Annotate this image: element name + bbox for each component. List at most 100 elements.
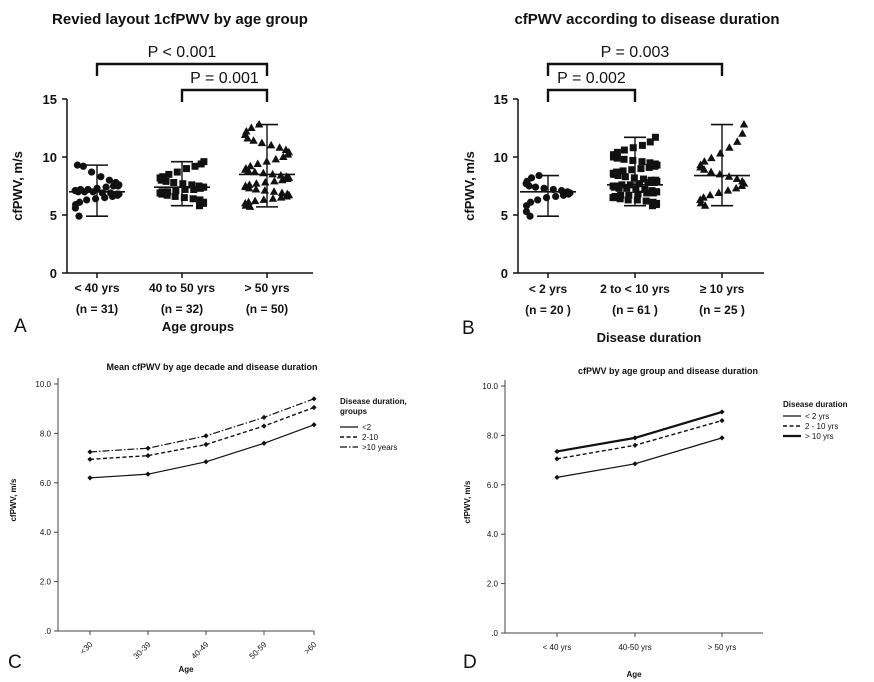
data-point-triangle [716, 149, 725, 157]
panel-d: cfPWV by age group and disease duration D… [463, 366, 848, 679]
data-point-square [183, 165, 191, 173]
x-axis-label: Age [626, 670, 642, 679]
series-line [556, 437, 723, 478]
y-tick-label: 15 [43, 92, 57, 107]
data-point-triangle [705, 190, 715, 199]
y-tick-label: 0 [50, 266, 57, 281]
data-point-square [158, 188, 166, 196]
data-point-circle [75, 198, 84, 206]
data-point-triangle [260, 186, 270, 194]
significance-bracket [546, 62, 724, 76]
group-count-label: (n = 32) [161, 302, 203, 316]
y-tick-label: 10.0 [35, 380, 51, 389]
data-point-triangle [270, 176, 279, 185]
data-point-square [633, 196, 641, 204]
data-point-circle [558, 187, 566, 195]
data-point-diamond [311, 404, 317, 411]
series-line [89, 406, 315, 461]
group-count-label: (n = 50) [246, 302, 288, 316]
data-point-diamond [87, 456, 93, 462]
y-axis-label: cfPWV, m/s [9, 478, 18, 521]
data-point-square [646, 159, 654, 167]
x-axis-label: Disease duration [597, 330, 702, 345]
data-point-triangle [250, 167, 259, 176]
y-tick-label: 2.0 [487, 580, 499, 589]
data-point-square [611, 192, 619, 200]
data-point-square [651, 133, 659, 141]
data-point-diamond [261, 414, 267, 420]
data-point-square [191, 162, 199, 170]
data-point-square [639, 175, 647, 183]
data-point-diamond [632, 461, 638, 467]
y-tick-label: .0 [491, 629, 498, 638]
y-tick-label: 15 [494, 92, 508, 107]
legend-title: Disease duration, [340, 397, 407, 406]
x-tick-label: 30-39 [132, 640, 153, 661]
series-line [556, 419, 723, 460]
panel-title: Revied layout 1cfPWV by age group [52, 11, 308, 28]
y-tick-label: 10.0 [482, 382, 498, 391]
data-point-square [617, 191, 625, 199]
data-point-square [638, 158, 646, 166]
data-point-square [170, 179, 178, 187]
data-point-circle [87, 168, 96, 176]
p-value-label: P = 0.003 [601, 44, 670, 61]
x-tick-label: > 50 yrs [244, 281, 289, 295]
data-point-triangle [247, 123, 256, 131]
data-point-square [172, 187, 180, 195]
legend-label: <2 [362, 423, 372, 432]
data-point-square [189, 195, 197, 203]
y-tick-label: 6.0 [487, 481, 499, 490]
x-tick-label: 40-50 yrs [618, 643, 651, 652]
x-tick-label: 40 to 50 yrs [149, 281, 215, 295]
data-point-circle [542, 194, 551, 202]
data-point-circle [105, 176, 114, 184]
data-point-square [629, 156, 637, 164]
data-point-square [196, 196, 204, 204]
data-point-triangle [706, 167, 716, 176]
data-point-circle [552, 192, 560, 201]
data-point-circle [83, 196, 91, 204]
data-point-triangle [699, 193, 708, 201]
data-point-square [638, 141, 646, 149]
data-point-square [651, 160, 659, 168]
data-point-triangle [242, 126, 251, 135]
data-point-circle [102, 183, 110, 191]
y-tick-label: 4.0 [487, 530, 499, 539]
data-point-square [613, 154, 621, 162]
data-point-square [171, 192, 179, 200]
legend-label: 2 - 10 yrs [805, 422, 838, 431]
data-point-triangle [707, 153, 716, 162]
data-point-square [173, 168, 181, 176]
legend-label: < 2 yrs [805, 412, 829, 421]
data-point-square [164, 188, 172, 196]
y-axis-label: cfPWV, m/s [10, 151, 25, 221]
data-point-square [634, 190, 642, 198]
data-point-diamond [145, 445, 151, 451]
data-point-square [179, 180, 187, 188]
data-point-triangle [251, 184, 261, 193]
data-point-triangle [733, 137, 742, 145]
data-point-square [646, 138, 654, 146]
legend-label: > 10 yrs [805, 432, 834, 441]
data-point-triangle [738, 129, 747, 137]
p-value-label: P = 0.001 [190, 70, 259, 87]
y-axis-label: cfPWV, m/s [463, 480, 472, 523]
data-point-square [625, 191, 633, 199]
data-point-triangle [245, 180, 254, 188]
data-point-square [612, 182, 620, 190]
data-point-square [648, 187, 656, 195]
x-tick-label: 50-59 [248, 640, 269, 661]
data-point-square [621, 173, 629, 181]
data-point-square [610, 151, 618, 159]
x-tick-label: < 40 yrs [74, 281, 119, 295]
data-point-triangle [699, 165, 709, 173]
data-point-triangle [700, 201, 710, 209]
data-point-square [181, 185, 189, 193]
data-point-diamond [554, 448, 560, 455]
data-point-square [632, 185, 640, 193]
data-point-triangle [731, 183, 741, 192]
panel-c: Mean cfPWV by age decade and disease dur… [8, 362, 407, 674]
group-count-label: (n = 61 ) [612, 303, 658, 317]
